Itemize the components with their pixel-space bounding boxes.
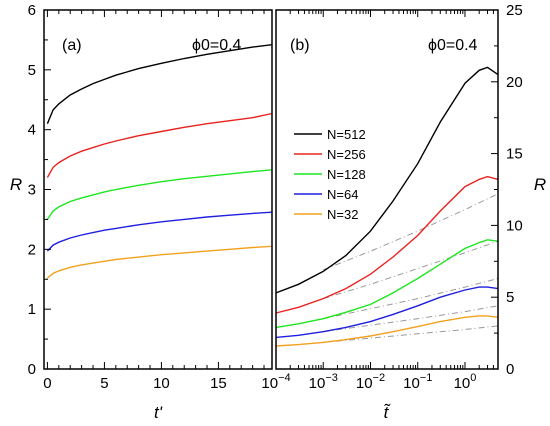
panel-b-frame	[275, 9, 499, 370]
panel-b-reference-lines	[323, 193, 499, 343]
panel-b-xtick-label: 10−1	[403, 372, 432, 392]
panel-b-ytick-label: 0	[506, 361, 514, 378]
panel-a-series	[46, 44, 273, 279]
panel-a-ytick-label: 5	[28, 62, 36, 79]
panel-a-xlabel: t'	[154, 403, 163, 422]
panel-b-line-n-512	[275, 66, 499, 294]
panel-a-ytick-label: 1	[28, 301, 36, 318]
panel-b-annotation: ϕ0=0.4	[428, 37, 478, 54]
panel-a-annotation: ϕ0=0.4	[192, 37, 242, 54]
panel-b-ytick-label: 5	[506, 289, 514, 306]
panel-b-xtick-label: 100	[454, 372, 477, 392]
legend-entry-n-32: N=32	[327, 207, 358, 222]
panel-a: 0 5 10 15 0 1 2 3 4 5 6 (a) ϕ0=0.4 t' R	[10, 2, 273, 422]
panel-b-label: (b)	[290, 37, 310, 54]
panel-b-xtick-label: 10−3	[309, 372, 338, 392]
panel-a-xtick-label: 10	[153, 375, 170, 392]
panel-b-legend: N=512 N=256 N=128 N=64 N=32	[294, 127, 366, 222]
legend-entry-n-512: N=512	[327, 127, 366, 142]
legend-entry-n-128: N=128	[327, 167, 366, 182]
panel-b-xlabel: t̃	[383, 402, 391, 422]
panel-a-ylabel: R	[10, 175, 22, 194]
panel-a-line-n-512	[46, 44, 273, 124]
panel-b: 10−4 10−3 10−2 10−1 100 0 5 10 15 20 25 (b) ϕ0=0.4…	[261, 2, 546, 422]
panel-b-xtick-label: 10−2	[356, 372, 385, 392]
panel-b-ytick-label: 20	[506, 74, 523, 91]
panel-a-label: (a)	[62, 37, 82, 54]
panel-b-xtick-label: 10−4	[261, 372, 290, 392]
panel-b-series	[275, 66, 499, 347]
panel-a-line-n-256	[46, 112, 273, 178]
panel-b-ticks: 10−4 10−3 10−2 10−1 100 0 5 10 15 20 25	[261, 2, 522, 392]
panel-a-line-n-32	[46, 245, 273, 279]
panel-a-xtick-label: 0	[43, 375, 51, 392]
panel-b-line-n-64	[275, 286, 499, 339]
panel-b-line-n-256	[275, 175, 499, 314]
panel-a-ytick-label: 3	[28, 182, 36, 199]
panel-b-ylabel: R	[534, 175, 546, 194]
panel-a-xtick-label: 5	[100, 375, 108, 392]
panel-a-ytick-label: 2	[28, 241, 36, 258]
legend-entry-n-64: N=64	[327, 187, 358, 202]
panel-b-ytick-label: 10	[506, 217, 523, 234]
panel-a-ytick-label: 4	[28, 122, 36, 139]
panel-b-ytick-label: 25	[506, 2, 523, 19]
panel-b-reference-line	[323, 240, 499, 300]
panel-a-xtick-label: 15	[210, 375, 227, 392]
panel-b-line-n-128	[275, 239, 499, 329]
panel-b-reference-line	[323, 325, 499, 343]
panel-a-ytick-label: 0	[28, 361, 36, 378]
panel-a-ytick-label: 6	[28, 2, 36, 19]
panel-a-line-n-128	[46, 169, 273, 220]
panel-a-line-n-64	[46, 211, 273, 252]
panel-b-reference-line	[323, 193, 499, 271]
panel-b-reference-line	[323, 278, 499, 320]
legend-entry-n-256: N=256	[327, 147, 366, 162]
panel-b-reference-line	[323, 305, 499, 333]
panel-b-ytick-label: 15	[506, 146, 523, 163]
panel-a-ticks: 0 5 10 15 0 1 2 3 4 5 6	[28, 2, 265, 392]
panel-b-line-n-32	[275, 315, 499, 347]
